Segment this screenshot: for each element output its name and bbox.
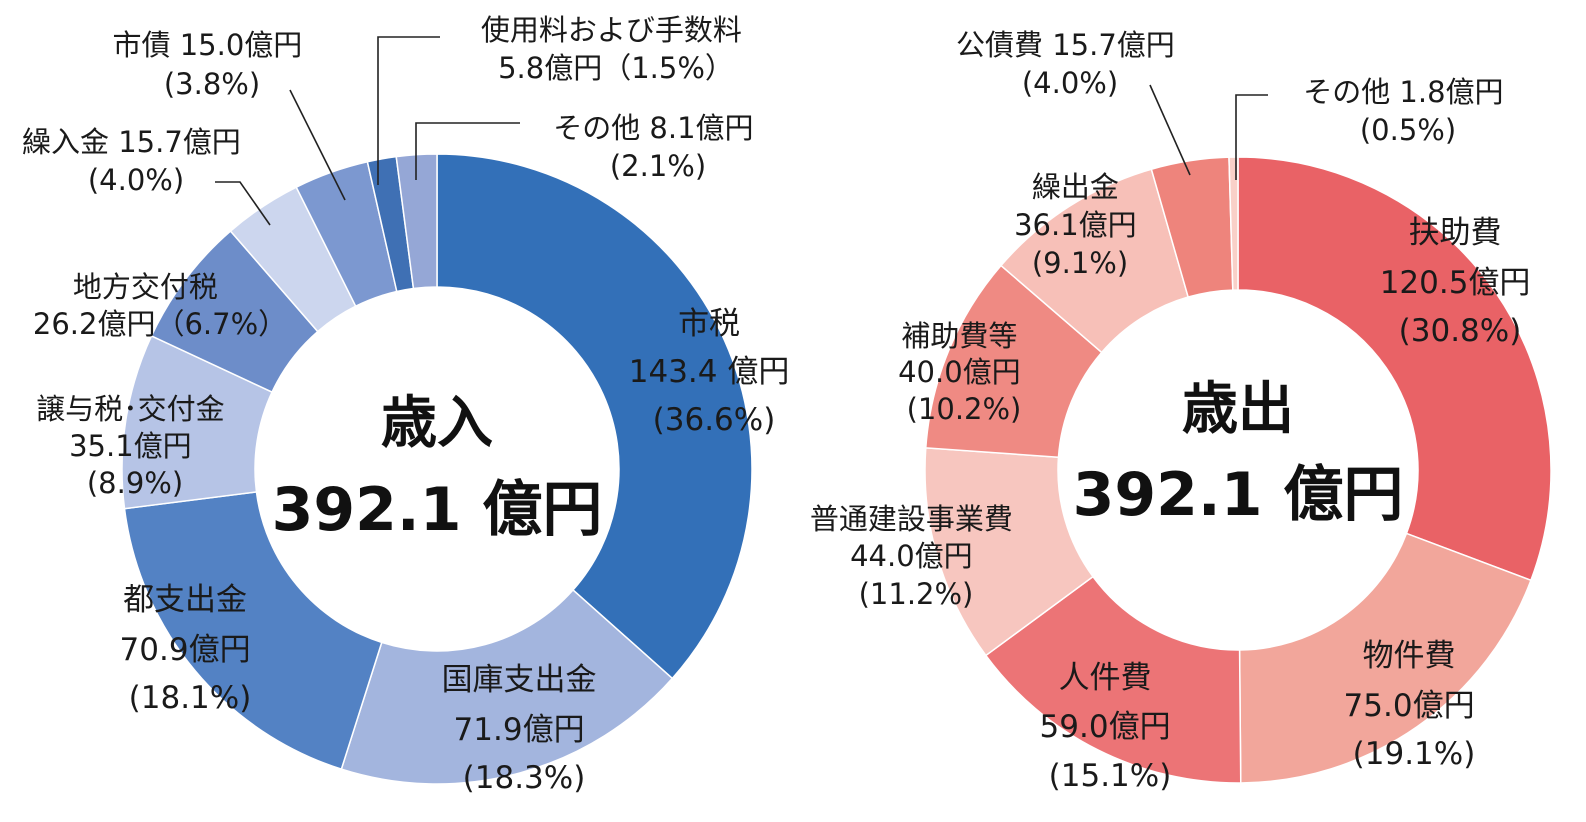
revenue-label-transfer-in: 繰入金 15.7億円 (4.0%) [22, 125, 250, 197]
expense-label-personnel: 人件費 59.0億円 (15.1%) [1040, 660, 1181, 794]
revenue-label-national-subsidy: 国庫支出金 71.9億円 (18.3%) [442, 662, 607, 796]
leader-lines [215, 36, 1268, 226]
expenditure-donut-chart [924, 156, 1552, 784]
expense-label-other: その他 1.8億円 (0.5%) [1303, 75, 1513, 147]
expense-slice-3 [984, 575, 1242, 784]
revenue-slice-2 [340, 588, 674, 785]
expenditure-center-total: 392.1 億円 [1073, 460, 1404, 530]
revenue-slice-3 [123, 491, 383, 771]
leader-line-expense-debt [1149, 84, 1191, 176]
expense-label-social-assistance: 扶助費 120.5億円 (30.8%) [1380, 215, 1541, 349]
revenue-label-other: その他 8.1億円 (2.1%) [553, 111, 763, 183]
revenue-slice-1 [436, 153, 753, 680]
leader-line-revenue-transfer [215, 181, 271, 226]
expense-label-debt-service: 公債費 15.7億円 (4.0%) [956, 28, 1184, 100]
expenditure-center-title: 歳出 [1182, 377, 1294, 442]
revenue-donut-chart [121, 153, 753, 785]
leader-line-revenue-bonds [289, 89, 346, 201]
expense-slice-1 [1237, 156, 1552, 582]
revenue-label-transferred-tax: 譲与税･交付金 35.1億円 (8.9%) [36, 392, 234, 500]
expenditure-labels: 扶助費 120.5億円 (30.8%) 物件費 75.0億円 (19.1%) 人… [810, 28, 1541, 794]
expense-label-goods: 物件費 75.0億円 (19.1%) [1344, 638, 1485, 772]
expense-label-subsidies: 補助費等 40.0億円 (10.2%) [898, 319, 1030, 426]
revenue-slice-9 [395, 153, 438, 290]
expense-label-transfer-out: 繰出金 36.1億円 (9.1%) [1014, 170, 1146, 280]
leader-line-revenue-fees [377, 36, 440, 185]
leader-line-revenue-other [415, 122, 520, 180]
revenue-label-municipal-bonds: 市債 15.0億円 (3.8%) [112, 28, 311, 101]
expense-slice-8 [1228, 156, 1239, 291]
revenue-label-fees: 使用料および手数料 5.8億円（1.5%） [481, 13, 751, 85]
revenue-center-total: 392.1 億円 [272, 475, 603, 545]
revenue-label-local-allocation-tax: 地方交付税 26.2億円（6.7%） [33, 270, 287, 341]
expense-label-construction: 普通建設事業費 44.0億円 (11.2%) [810, 502, 1022, 611]
revenue-label-city-tax: 市税 143.4 億円 (36.6%) [629, 306, 799, 438]
expense-slice-2 [1238, 532, 1532, 784]
revenue-center-title: 歳入 [381, 391, 493, 456]
leader-line-expense-other [1235, 94, 1268, 180]
revenue-labels: 市税 143.4 億円 (36.6%) 国庫支出金 71.9億円 (18.3%)… [22, 13, 799, 796]
revenue-label-metro-subsidy: 都支出金 70.9億円 (18.1%) [120, 582, 261, 716]
